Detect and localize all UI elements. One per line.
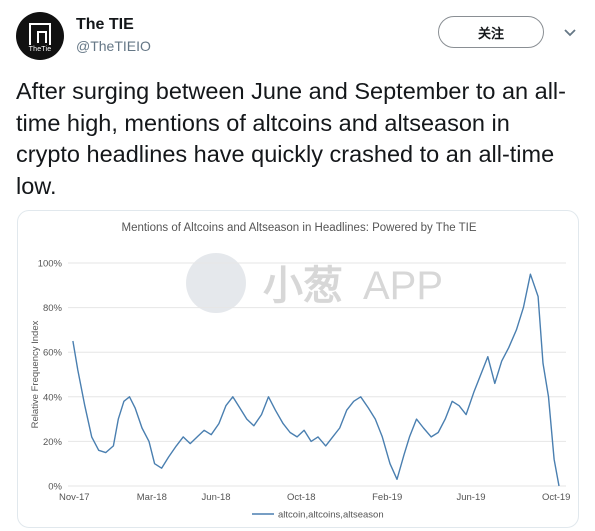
x-tick-label: Feb-19 — [372, 492, 402, 503]
tweet-text: After surging between June and September… — [16, 78, 566, 199]
x-tick-label: Jun-18 — [202, 492, 231, 503]
y-axis-label: Relative Frequency Index — [30, 320, 41, 428]
chart-title: Mentions of Altcoins and Altseason in He… — [121, 222, 476, 234]
follow-button[interactable]: 关注 — [438, 16, 544, 48]
y-tick-label: 40% — [43, 392, 63, 403]
chevron-down-icon[interactable] — [564, 26, 576, 38]
y-tick-label: 80% — [43, 303, 63, 314]
x-tick-label: Oct-19 — [542, 492, 571, 503]
legend-label: altcoin,altcoins,altseason — [278, 510, 384, 521]
tie-logo-icon — [29, 23, 51, 45]
tweet-header: TheTie The TIE @TheTIEIO 关注 — [16, 10, 579, 66]
chart-card[interactable]: Mentions of Altcoins and Altseason in He… — [17, 210, 579, 528]
y-tick-label: 100% — [38, 259, 63, 270]
account-handle[interactable]: @TheTIEIO — [76, 38, 151, 54]
y-tick-label: 0% — [48, 482, 62, 493]
watermark-text: 小葱 — [263, 263, 343, 309]
x-tick-label: Mar-18 — [137, 492, 167, 503]
avatar-label: TheTie — [28, 46, 52, 53]
x-tick-label: Oct-18 — [287, 492, 316, 503]
watermark-text-app: APP — [363, 264, 443, 308]
x-tick-label: Jun-19 — [456, 492, 485, 503]
y-tick-label: 20% — [43, 437, 63, 448]
avatar[interactable]: TheTie — [16, 12, 64, 60]
series-line-altcoin — [72, 273, 560, 487]
account-name[interactable]: The TIE — [76, 16, 134, 33]
y-tick-label: 60% — [43, 348, 63, 359]
watermark: 小葱 APP — [186, 253, 443, 313]
x-tick-label: Nov-17 — [59, 492, 90, 503]
chart: Mentions of Altcoins and Altseason in He… — [30, 222, 571, 521]
watermark-logo-icon — [186, 253, 246, 313]
